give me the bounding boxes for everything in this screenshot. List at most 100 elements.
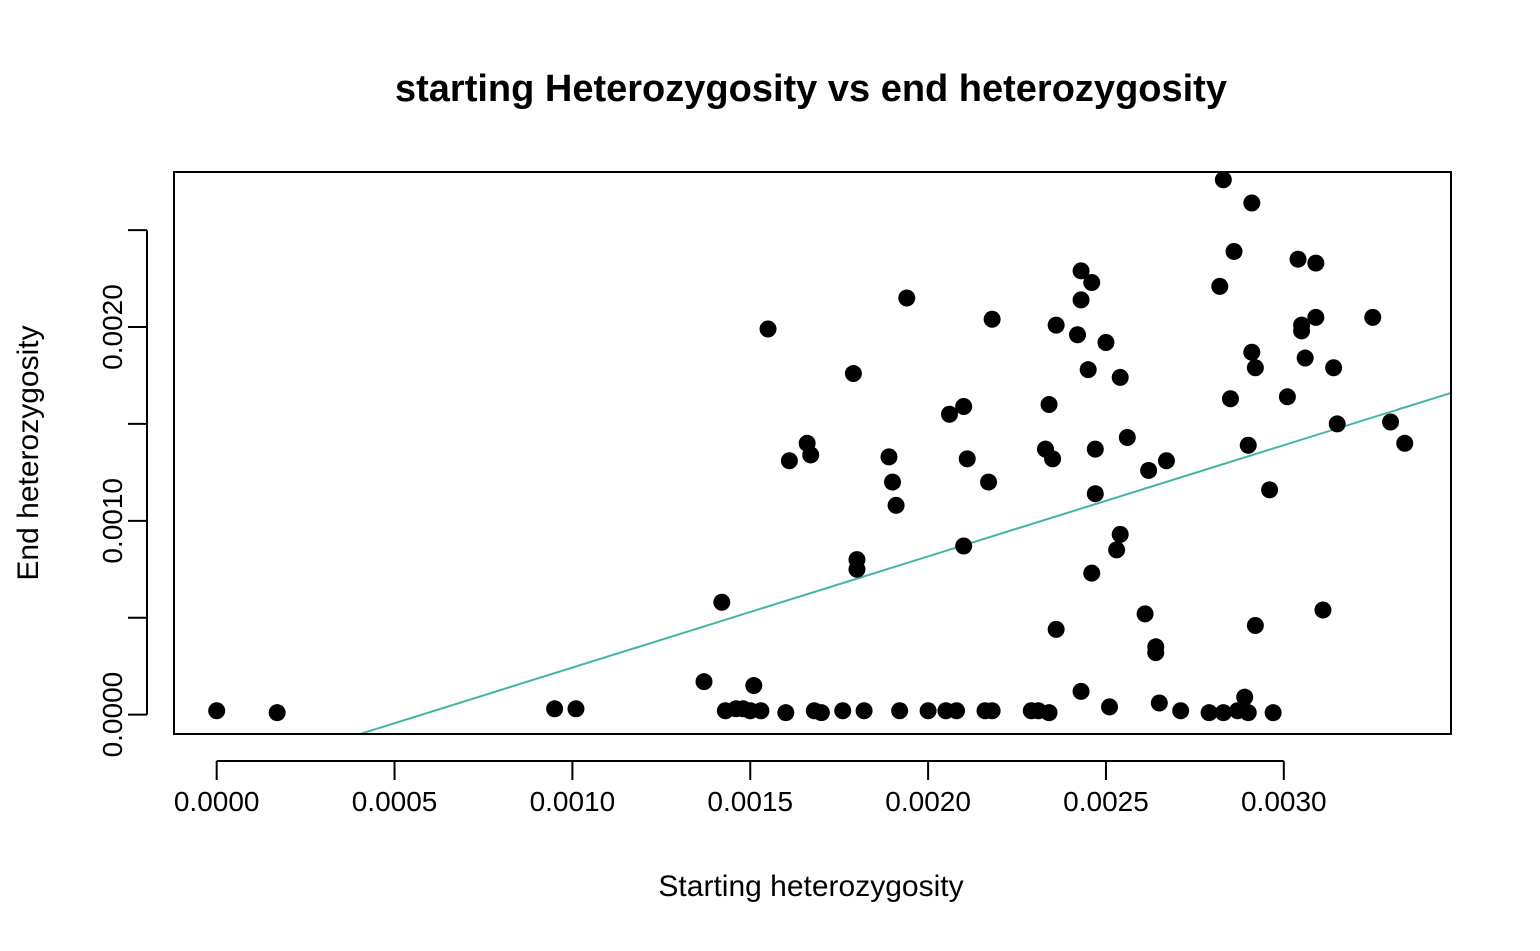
data-point xyxy=(1047,316,1065,334)
data-point xyxy=(208,702,226,720)
data-point xyxy=(546,700,564,718)
data-point xyxy=(1086,440,1104,458)
data-point xyxy=(777,704,795,722)
data-point xyxy=(848,560,866,578)
data-point xyxy=(1150,694,1168,712)
data-point xyxy=(1200,704,1218,722)
data-point xyxy=(1157,452,1175,470)
data-point xyxy=(1325,359,1343,377)
data-point xyxy=(567,700,585,718)
data-point xyxy=(812,704,830,722)
plot-content xyxy=(208,172,1451,734)
data-point xyxy=(752,702,770,720)
data-point xyxy=(745,677,763,695)
data-point xyxy=(1040,704,1058,722)
data-point xyxy=(1111,525,1129,543)
data-point xyxy=(1314,601,1332,619)
data-point xyxy=(1243,343,1261,361)
x-tick-label: 0.0025 xyxy=(1063,786,1149,817)
data-point xyxy=(1147,638,1165,656)
data-point xyxy=(780,452,798,470)
data-point xyxy=(940,405,958,423)
data-point xyxy=(1364,308,1382,326)
y-tick-label: 0.0000 xyxy=(97,672,128,758)
data-point xyxy=(1111,368,1129,386)
data-point xyxy=(1083,564,1101,582)
data-point xyxy=(1307,308,1325,326)
data-point xyxy=(880,448,898,466)
data-point xyxy=(1097,334,1115,352)
x-axis-label: Starting heterozygosity xyxy=(658,870,963,903)
data-point xyxy=(919,702,937,720)
data-point xyxy=(1307,254,1325,272)
y-tick-label: 0.0020 xyxy=(97,284,128,370)
data-point xyxy=(898,289,916,307)
data-point xyxy=(1118,428,1136,446)
data-point xyxy=(1225,242,1243,260)
data-point xyxy=(980,473,998,491)
data-point xyxy=(1172,702,1190,720)
data-point xyxy=(1044,450,1062,468)
data-point xyxy=(268,704,286,722)
data-point xyxy=(1108,541,1126,559)
data-point xyxy=(759,320,777,338)
data-point xyxy=(1236,688,1254,706)
data-point xyxy=(1221,390,1239,408)
y-axis-label: End heterozygosity xyxy=(12,325,45,580)
data-point xyxy=(887,496,905,514)
data-point xyxy=(1101,698,1119,716)
data-point xyxy=(1136,605,1154,623)
x-tick-label: 0.0015 xyxy=(707,786,793,817)
y-tick-label: 0.0010 xyxy=(97,478,128,564)
data-point xyxy=(955,397,973,415)
data-point xyxy=(948,702,966,720)
data-point xyxy=(1040,396,1058,414)
data-point xyxy=(855,702,873,720)
data-point xyxy=(1086,485,1104,503)
trend-line xyxy=(356,391,1451,734)
data-point xyxy=(1140,461,1158,479)
data-point xyxy=(802,446,820,464)
x-tick-label: 0.0000 xyxy=(174,786,260,817)
data-point xyxy=(1261,481,1279,499)
data-point xyxy=(1211,277,1229,295)
data-point xyxy=(1246,359,1264,377)
data-point xyxy=(713,593,731,611)
data-point xyxy=(1264,704,1282,722)
data-point xyxy=(1382,413,1400,431)
data-point xyxy=(1072,262,1090,280)
data-point xyxy=(1396,434,1414,452)
data-point xyxy=(1083,273,1101,291)
data-point xyxy=(1296,349,1314,367)
data-point xyxy=(884,473,902,491)
data-point xyxy=(1214,172,1232,189)
data-point xyxy=(983,702,1001,720)
data-point xyxy=(1293,316,1311,334)
data-point xyxy=(834,702,852,720)
plot-frame xyxy=(173,171,1452,735)
x-tick-label: 0.0020 xyxy=(885,786,971,817)
data-point xyxy=(1214,704,1232,722)
data-point xyxy=(1278,388,1296,406)
chart-title: starting Heterozygosity vs end heterozyg… xyxy=(395,68,1227,110)
data-point xyxy=(1246,616,1264,634)
data-point xyxy=(1289,250,1307,268)
x-tick-label: 0.0030 xyxy=(1241,786,1327,817)
data-point xyxy=(1239,436,1257,454)
y-axis: 0.0000 0.0010 0.0020 xyxy=(97,229,148,758)
data-point xyxy=(844,365,862,383)
data-point xyxy=(1239,704,1257,722)
data-point xyxy=(1079,361,1097,379)
data-point xyxy=(1243,194,1261,212)
data-point xyxy=(1328,415,1346,433)
data-point xyxy=(958,450,976,468)
data-point xyxy=(983,310,1001,328)
data-point xyxy=(1047,620,1065,638)
data-point xyxy=(891,702,909,720)
data-point xyxy=(1069,326,1087,344)
x-tick-label: 0.0010 xyxy=(530,786,616,817)
data-point xyxy=(695,673,713,691)
data-point xyxy=(955,537,973,555)
x-axis: 0.0000 0.0005 0.0010 0.0015 0.0020 0.0025 0.00… xyxy=(174,760,1327,817)
